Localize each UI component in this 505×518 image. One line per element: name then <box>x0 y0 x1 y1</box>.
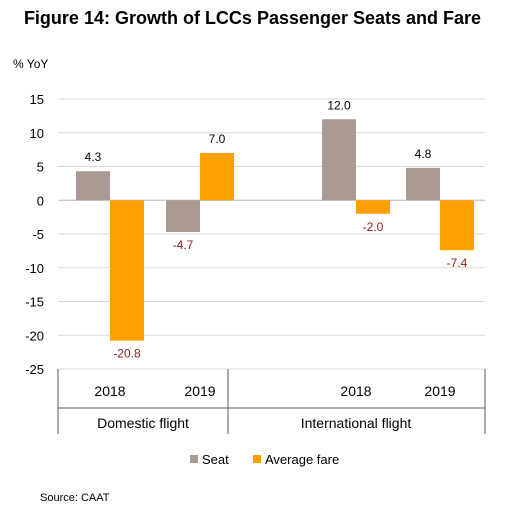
chart-title: Figure 14: Growth of LCCs Passenger Seat… <box>23 8 482 28</box>
x-category-label: 2019 <box>184 383 215 399</box>
bar-average-fare-1 <box>200 153 234 201</box>
x-group-label: Domestic flight <box>97 415 189 431</box>
legend-label: Average fare <box>265 452 339 467</box>
legend-swatch-1 <box>253 455 261 463</box>
data-label: 7.0 <box>209 132 226 146</box>
x-category-label: 2018 <box>94 383 125 399</box>
data-label: 12.0 <box>327 98 351 112</box>
data-label: -2.0 <box>363 220 384 234</box>
x-category-label: 2018 <box>340 383 371 399</box>
y-tick-label: 10 <box>30 126 44 141</box>
y-tick-label: 15 <box>30 92 44 107</box>
bar-seat-3 <box>406 167 440 201</box>
legend-swatch-0 <box>190 455 198 463</box>
bar-average-fare-0 <box>110 200 144 341</box>
data-label: 4.3 <box>85 150 102 164</box>
data-label: 4.8 <box>415 147 432 161</box>
x-category-label: 2019 <box>424 383 455 399</box>
y-tick-label: -10 <box>25 261 44 276</box>
bar-average-fare-3 <box>440 200 474 251</box>
y-tick-label: -25 <box>25 362 44 377</box>
data-label: -7.4 <box>447 256 468 270</box>
bar-seat-2 <box>322 119 356 201</box>
y-axis-unit-label: % YoY <box>13 57 49 71</box>
bar-seat-1 <box>166 200 200 232</box>
bar-seat-0 <box>76 171 110 201</box>
x-group-label: International flight <box>301 415 412 431</box>
source-note: Source: CAAT <box>40 492 110 504</box>
y-tick-label: -5 <box>32 227 44 242</box>
legend-label: Seat <box>202 452 229 467</box>
y-tick-label: 0 <box>37 193 44 208</box>
bar-average-fare-2 <box>356 200 390 214</box>
y-tick-label: -20 <box>25 328 44 343</box>
data-label: -4.7 <box>173 238 194 252</box>
y-tick-label: -15 <box>25 295 44 310</box>
data-label: -20.8 <box>113 347 141 361</box>
y-tick-label: 5 <box>37 160 44 175</box>
